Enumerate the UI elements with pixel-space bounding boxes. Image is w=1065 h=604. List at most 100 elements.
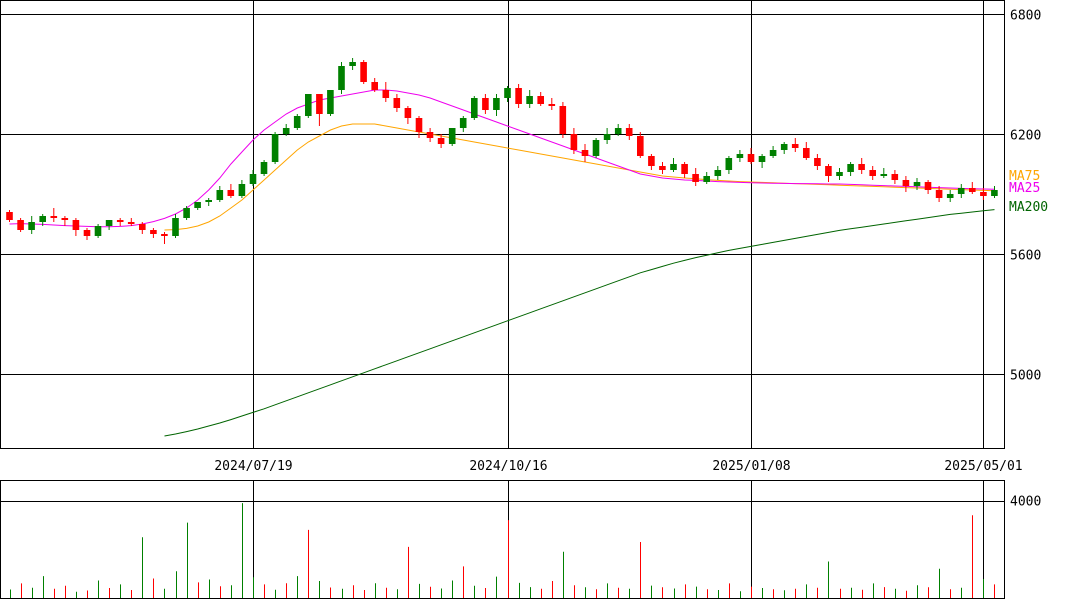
candle [670, 158, 677, 172]
candle [637, 132, 644, 158]
candle-body [39, 216, 46, 222]
candle-body [249, 174, 257, 184]
date-tick-label: 2025/05/01 [944, 459, 1022, 474]
candle-body [161, 234, 168, 236]
candle [703, 172, 710, 184]
candle [293, 114, 301, 130]
candle [83, 228, 91, 240]
candle [305, 94, 312, 118]
candle-body [183, 208, 190, 218]
candle [39, 214, 46, 226]
candle [371, 78, 378, 92]
price-frame [0, 0, 1005, 449]
candle [891, 170, 899, 184]
candle [803, 142, 810, 160]
candle [969, 182, 976, 194]
candle-body [459, 118, 467, 128]
candle [592, 138, 600, 158]
candle-body [836, 172, 843, 176]
candle [747, 148, 755, 164]
candle-body [957, 188, 965, 194]
date-tick-label: 2025/01/08 [712, 459, 790, 474]
candle [924, 180, 932, 194]
candle [28, 216, 35, 234]
candle-body [17, 220, 24, 230]
candle [415, 116, 423, 138]
candle-body [116, 220, 124, 222]
candle-body [670, 164, 677, 170]
candle-body [946, 194, 954, 198]
candle [935, 186, 943, 202]
candle [50, 208, 58, 222]
candle-body [858, 164, 865, 170]
candle [437, 134, 445, 148]
candle-body [504, 88, 511, 98]
candle-body [559, 106, 567, 134]
candle-body [260, 162, 268, 174]
candle [72, 218, 80, 236]
candle [327, 90, 334, 116]
candle-body [293, 116, 301, 128]
candle [316, 94, 323, 126]
price-axis-labels: 6800 6200 5600 5000 [1010, 9, 1041, 384]
candle-body [692, 174, 699, 182]
candle [139, 222, 146, 234]
candle [94, 224, 102, 238]
candle-body [426, 132, 434, 138]
volume-frame [0, 480, 1005, 599]
candle-body [150, 230, 157, 234]
date-axis: 2024/07/19 2024/10/16 2025/01/08 2025/05/01 [214, 459, 1022, 474]
date-tick-label: 2024/07/19 [214, 459, 292, 474]
candle-body [404, 108, 412, 118]
candle-body [780, 144, 788, 150]
candle-body [127, 222, 135, 224]
candle-body [548, 104, 556, 106]
candle [537, 92, 544, 106]
candle-body [437, 138, 445, 144]
candle-body [227, 190, 235, 196]
candle-body [28, 222, 35, 230]
candle-body [61, 218, 69, 220]
candle [271, 132, 279, 164]
candle-body [625, 128, 633, 136]
candle [205, 198, 212, 206]
candle-body [316, 94, 323, 114]
candle-body [139, 224, 146, 230]
candle [681, 162, 688, 178]
candle [249, 170, 257, 186]
candle [448, 128, 456, 146]
candle-body [371, 82, 378, 90]
candle [648, 154, 655, 170]
candle-body [448, 128, 456, 144]
candle-body [205, 200, 212, 202]
candle-body [681, 164, 688, 174]
candle [493, 94, 500, 116]
candle-body [216, 190, 224, 200]
moving-average-lines [9, 89, 995, 437]
candle-body [880, 174, 888, 176]
price-tick-label: 5600 [1010, 249, 1041, 264]
candle [404, 106, 412, 124]
candle [946, 190, 954, 202]
legend-label-ma25: MA25 [1009, 181, 1040, 196]
candle-body [271, 134, 279, 162]
candle [836, 168, 843, 180]
candle [825, 164, 832, 182]
legend-label-ma200: MA200 [1009, 200, 1048, 215]
candle-body [991, 190, 998, 196]
candle [814, 154, 821, 170]
candle [515, 84, 522, 108]
candle-body [327, 90, 334, 114]
candle-body [935, 190, 943, 198]
candle [382, 82, 390, 102]
price-tick-label: 6800 [1010, 9, 1041, 24]
candle [659, 162, 666, 174]
candle [559, 102, 567, 138]
volume-tick-label: 4000 [1010, 495, 1041, 510]
candle-body [791, 144, 799, 148]
candle-body [482, 98, 489, 110]
price-grid [0, 0, 1005, 448]
candle [426, 128, 434, 142]
